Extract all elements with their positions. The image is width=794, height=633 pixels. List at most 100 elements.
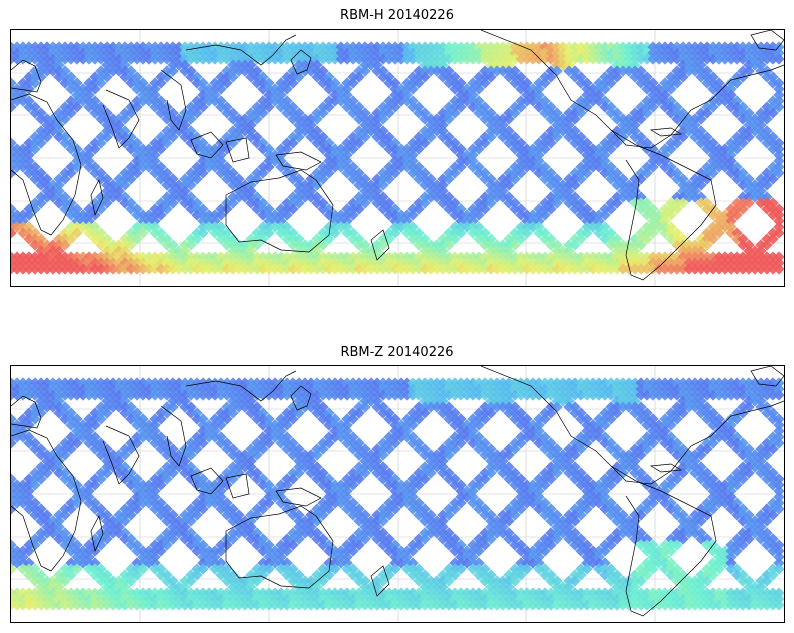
coastline [290, 49, 312, 75]
swath-cell [725, 503, 737, 515]
swath-cell [455, 587, 467, 599]
swath-cell [449, 569, 461, 581]
swath-cell [173, 521, 185, 533]
swath-cell [365, 185, 377, 197]
swath-cell [329, 263, 341, 275]
swath-cell [581, 221, 593, 233]
swath-cell [233, 251, 245, 263]
swath-cell [773, 587, 784, 599]
swath-cell [179, 251, 191, 263]
swath-cell [545, 569, 557, 581]
swath-cell [569, 203, 581, 215]
swath-cell [377, 263, 389, 275]
swath-cell [425, 185, 437, 197]
swath-cell [155, 227, 167, 239]
swath-cell [407, 569, 419, 581]
swath-cell [161, 503, 173, 515]
swath-cell [491, 575, 503, 587]
swath-cell [17, 41, 29, 53]
swath-cell [767, 251, 779, 263]
swath-cell [611, 533, 623, 545]
swath-cell [563, 575, 575, 587]
swath-cell [143, 551, 155, 563]
swath-cell [329, 215, 341, 227]
swath-cell [617, 527, 629, 539]
swath-cell [359, 191, 371, 203]
swath-cell [515, 233, 527, 245]
swath-cell [455, 557, 467, 569]
swath-cell [575, 587, 587, 599]
swath-cell [209, 497, 221, 509]
swath-cell [503, 503, 515, 515]
swath-cell [377, 179, 389, 191]
swath-cell [11, 41, 23, 53]
swath-cell [689, 587, 701, 599]
swath-cell [197, 587, 209, 599]
swath-cell [407, 227, 419, 239]
swath-cell [707, 227, 719, 239]
swath-cell [323, 221, 335, 233]
swath-cell [161, 527, 173, 539]
swath-cell [527, 497, 539, 509]
swath-cell [557, 521, 569, 533]
swath-cell [443, 173, 455, 185]
swath-cell [509, 497, 521, 509]
swath-cell [185, 539, 197, 551]
swath-cell [185, 233, 197, 245]
swath-cell [551, 257, 563, 269]
swath-cell [545, 191, 557, 203]
swath-cell [431, 191, 443, 203]
swath-cell [221, 539, 233, 551]
swath-cell [581, 539, 593, 551]
swath-cell [563, 239, 575, 251]
swath-cell [413, 569, 425, 581]
swath-cell [275, 557, 287, 569]
swath-cell [563, 173, 575, 185]
swath-cell [197, 227, 209, 239]
swath-cell [659, 497, 671, 509]
swath-cell [437, 581, 449, 593]
swath-cell [533, 167, 545, 179]
swath-cell [665, 569, 677, 581]
swath-cell [425, 257, 437, 269]
swath-cell [161, 515, 173, 527]
swath-cell [263, 551, 275, 563]
swath-cell [419, 503, 431, 515]
swath-cell [671, 167, 683, 179]
swath-cell [515, 257, 527, 269]
swath-cell [581, 203, 593, 215]
swath-cell [569, 569, 581, 581]
swath-cell [545, 257, 557, 269]
swath-cell [665, 557, 677, 569]
swath-cell [479, 575, 491, 587]
swath-cell [593, 497, 605, 509]
swath-cell [761, 569, 773, 581]
swath-cell [305, 179, 317, 191]
swath-cell [353, 503, 365, 515]
swath-cell [695, 527, 707, 539]
swath-cell [761, 263, 773, 275]
swath-cell [479, 233, 491, 245]
swath-cell [545, 173, 557, 185]
swath-cell [161, 263, 173, 275]
swath-cell [275, 257, 287, 269]
swath-cell [179, 191, 191, 203]
swath-cell [293, 185, 305, 197]
swath-cell [371, 179, 383, 191]
swath-cell [251, 575, 263, 587]
swath-cell [491, 527, 503, 539]
swath-cell [287, 539, 299, 551]
swath-cell [173, 257, 185, 269]
swath-cell [701, 503, 713, 515]
swath-cell [155, 533, 167, 545]
swath-cell [161, 569, 173, 581]
swath-cell [731, 197, 743, 209]
swath-cell [761, 233, 773, 245]
swath-cell [293, 509, 305, 521]
swath-cell [617, 239, 629, 251]
swath-cell [53, 533, 65, 545]
swath-cell [539, 227, 551, 239]
swath-cell [455, 209, 467, 221]
swath-cell [185, 203, 197, 215]
swath-cell [269, 257, 281, 269]
